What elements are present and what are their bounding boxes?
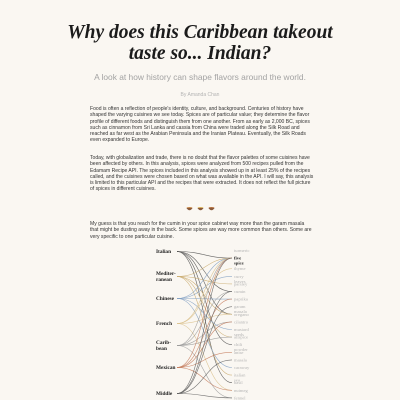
cuisine-label-carib-bean: Carib-bean bbox=[156, 340, 171, 352]
spice-label-caraway: caraway bbox=[234, 365, 250, 370]
link-middle-garam-masala bbox=[177, 307, 232, 394]
spice-label-fennel: fennel bbox=[234, 395, 246, 400]
spice-label-basil: basil bbox=[234, 380, 243, 385]
spice-label-thyme: thyme bbox=[234, 266, 245, 271]
diagram-links bbox=[177, 252, 232, 398]
link-mexican-nutmeg bbox=[177, 368, 232, 391]
spice-label-allspice: allspice bbox=[234, 335, 248, 340]
spice-label-parsley: parsley bbox=[234, 281, 248, 286]
link-chinese-paprika bbox=[177, 299, 232, 300]
spice-label-cilantro: cilantro bbox=[234, 319, 249, 324]
cuisine-labels: Italian Mediter-ranean Chinese French Carib-… bbox=[156, 249, 176, 397]
cuisine-label-chinese: Chinese bbox=[156, 296, 175, 302]
cuisine-label-middle: Middle bbox=[156, 391, 173, 397]
spice-label-masala: masala bbox=[234, 357, 247, 362]
link-mediter-ranean-allspice bbox=[177, 277, 232, 338]
spice-label-cumin: cumin bbox=[234, 289, 246, 294]
spice-label-five-spice: five spice bbox=[234, 256, 244, 266]
spice-label-turmeric: turmeric bbox=[234, 248, 250, 253]
spice-label-anise: anise bbox=[234, 350, 243, 355]
spice-label-nutmeg: nutmeg bbox=[234, 388, 248, 393]
link-middle-fennel bbox=[177, 394, 232, 398]
cuisine-label-french: French bbox=[156, 321, 172, 327]
spice-label-paprika: paprika bbox=[234, 297, 248, 302]
cuisine-label-mexican: Mexican bbox=[156, 365, 175, 371]
cuisine-label-italian: Italian bbox=[156, 249, 171, 255]
spice-label-oregano: oregano bbox=[234, 312, 249, 317]
cuisine-label-mediter-ranean: Mediter-ranean bbox=[156, 271, 176, 283]
link-italian-chili-powder bbox=[177, 252, 232, 345]
link-italian-cumin bbox=[177, 252, 232, 292]
